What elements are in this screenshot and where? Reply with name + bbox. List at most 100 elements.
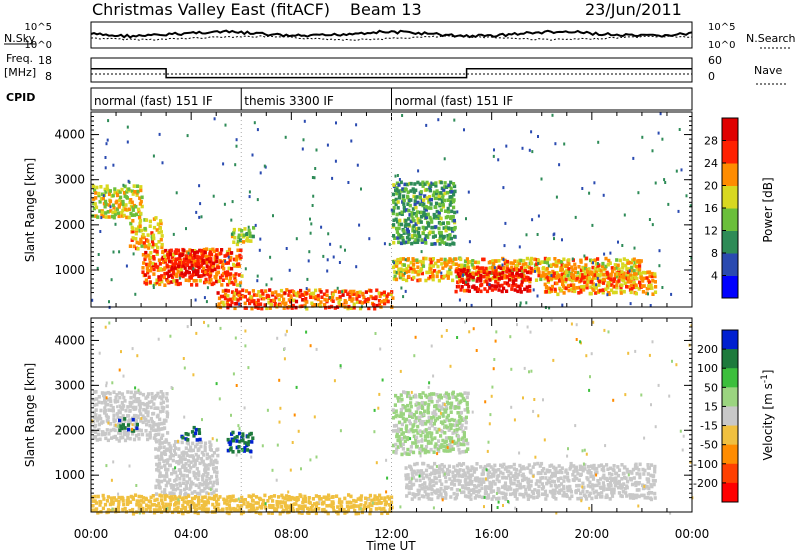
data-cell xyxy=(139,211,143,216)
data-cell xyxy=(170,265,175,270)
data-cell xyxy=(98,437,102,442)
data-cell xyxy=(492,367,495,371)
data-cell xyxy=(178,495,182,499)
data-cell xyxy=(256,306,260,310)
data-cell xyxy=(195,438,199,442)
data-cell xyxy=(430,437,434,442)
data-cell xyxy=(375,303,379,308)
data-cell xyxy=(453,418,457,423)
data-cell xyxy=(195,331,198,335)
data-cell xyxy=(404,270,408,274)
data-cell xyxy=(434,404,438,408)
data-cell xyxy=(451,440,454,444)
data-cell xyxy=(179,455,183,459)
data-cell xyxy=(565,263,569,267)
data-cell xyxy=(535,479,539,483)
data-cell xyxy=(394,217,398,222)
data-cell xyxy=(183,366,186,370)
data-cell xyxy=(449,406,453,410)
data-cell xyxy=(416,217,420,221)
data-cell xyxy=(202,473,206,477)
data-cell xyxy=(413,495,417,499)
freq-label: Freq. xyxy=(6,52,33,65)
data-cell xyxy=(407,237,411,241)
data-cell xyxy=(397,226,401,231)
data-cell xyxy=(682,434,685,438)
data-cell xyxy=(198,278,202,283)
data-cell xyxy=(120,350,122,354)
data-cell xyxy=(336,511,340,516)
data-cell xyxy=(459,425,463,430)
data-cell xyxy=(401,416,405,421)
data-cell xyxy=(307,259,310,263)
data-cell xyxy=(142,500,146,504)
data-cell xyxy=(492,270,496,275)
data-cell xyxy=(94,191,98,195)
data-cell xyxy=(289,468,292,472)
data-cell xyxy=(421,184,425,188)
data-cell xyxy=(440,240,444,244)
data-cell xyxy=(409,396,413,401)
data-cell xyxy=(187,266,192,270)
data-cell xyxy=(144,408,148,413)
data-cell xyxy=(579,272,583,276)
data-cell xyxy=(355,297,359,301)
data-cell xyxy=(426,212,430,217)
data-cell xyxy=(582,288,586,292)
data-cell xyxy=(491,467,495,471)
data-cell xyxy=(137,428,141,432)
data-cell xyxy=(538,480,542,484)
data-cell xyxy=(352,503,356,508)
data-cell xyxy=(439,395,443,400)
data-cell xyxy=(597,263,601,267)
data-cell xyxy=(651,279,655,283)
beam-label: Beam 13 xyxy=(350,0,422,19)
data-cell xyxy=(552,274,556,278)
data-cell xyxy=(418,478,422,483)
data-cell xyxy=(494,272,498,276)
data-cell xyxy=(610,490,614,495)
data-cell xyxy=(406,194,410,199)
data-cell xyxy=(233,507,237,512)
data-cell xyxy=(607,485,611,490)
data-cell xyxy=(424,393,428,398)
data-cell xyxy=(444,391,449,395)
data-cell xyxy=(177,461,181,466)
data-cell xyxy=(196,454,200,459)
data-cell xyxy=(653,464,657,469)
data-cell xyxy=(150,239,155,244)
data-cell xyxy=(234,297,238,301)
data-cell xyxy=(105,428,109,432)
data-cell xyxy=(294,502,298,506)
data-cell xyxy=(414,395,418,399)
data-cell xyxy=(401,273,405,277)
data-cell xyxy=(675,169,678,173)
data-cell xyxy=(180,264,184,269)
data-cell xyxy=(412,434,416,439)
data-cell xyxy=(626,270,630,274)
data-cell xyxy=(415,226,419,231)
data-cell xyxy=(251,493,255,498)
data-cell xyxy=(117,421,121,426)
data-cell xyxy=(128,200,132,205)
data-cell xyxy=(430,242,434,246)
data-cell xyxy=(108,300,110,304)
data-cell xyxy=(144,250,148,255)
data-cell xyxy=(473,469,477,473)
data-cell xyxy=(399,257,403,261)
data-cell xyxy=(182,477,186,481)
data-cell xyxy=(597,140,600,144)
data-cell xyxy=(204,500,208,504)
data-cell xyxy=(326,511,330,516)
data-cell xyxy=(575,483,579,488)
data-cell xyxy=(609,273,613,278)
data-cell xyxy=(132,437,137,442)
data-cell xyxy=(122,428,126,433)
data-cell xyxy=(312,295,316,300)
data-cell xyxy=(640,493,644,498)
data-cell xyxy=(625,258,629,263)
data-cell xyxy=(109,422,113,426)
data-cell xyxy=(105,184,109,188)
data-cell xyxy=(154,243,158,247)
data-cell xyxy=(442,464,446,469)
